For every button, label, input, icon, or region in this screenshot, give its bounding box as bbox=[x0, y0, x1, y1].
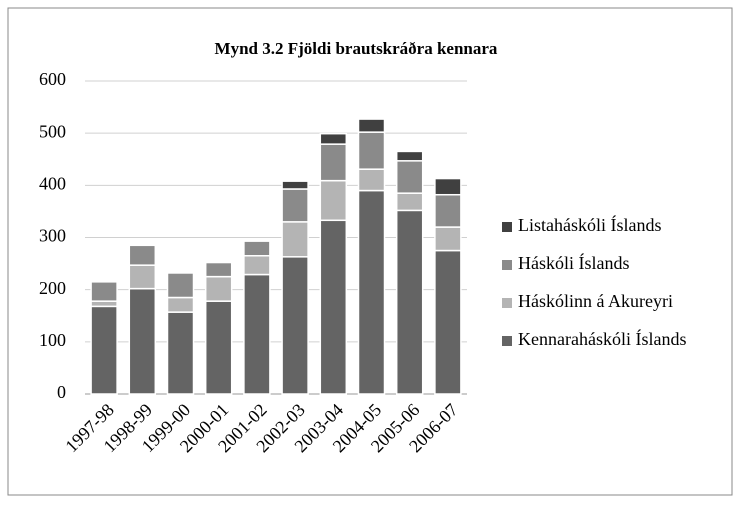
legend-swatch bbox=[502, 336, 512, 346]
bar-segment bbox=[166, 296, 195, 313]
legend-label: Kennaraháskóli Íslands bbox=[518, 328, 686, 349]
bar-segment bbox=[434, 193, 462, 228]
bar-segment bbox=[357, 168, 386, 192]
bar-segment bbox=[357, 131, 386, 170]
bar-segment bbox=[281, 221, 309, 258]
legend-label: Háskólinn á Akureyri bbox=[518, 291, 673, 311]
y-tick-label: 200 bbox=[39, 278, 66, 298]
y-tick-label: 300 bbox=[39, 226, 66, 246]
bar-segment bbox=[281, 180, 309, 190]
bar-segment bbox=[90, 281, 118, 302]
bar-segment bbox=[434, 177, 462, 196]
bar-segment bbox=[166, 311, 195, 395]
bar-segment bbox=[128, 287, 157, 395]
legend-swatch bbox=[502, 298, 512, 308]
bar-segment bbox=[128, 264, 157, 290]
bar-segment bbox=[90, 300, 118, 308]
bar-segment bbox=[243, 240, 271, 257]
bar-segment bbox=[243, 273, 271, 395]
legend-swatch bbox=[502, 222, 512, 232]
bar-segment bbox=[281, 256, 309, 395]
legend-label: Listaháskóli Íslands bbox=[518, 214, 661, 235]
bar-segment bbox=[281, 188, 309, 223]
bar-segment bbox=[434, 226, 462, 252]
y-tick-label: 500 bbox=[39, 121, 66, 141]
bar-segment bbox=[166, 272, 195, 299]
bar-segment bbox=[204, 261, 233, 278]
bar-segment bbox=[395, 209, 424, 395]
bar-segment bbox=[395, 192, 424, 212]
bar-segment bbox=[128, 244, 157, 266]
chart-title: Mynd 3.2 Fjöldi brautskráðra kennara bbox=[215, 39, 498, 58]
bar-segment bbox=[243, 255, 271, 276]
bar-segment bbox=[395, 160, 424, 194]
bar-segment bbox=[204, 300, 233, 395]
bar-segment bbox=[357, 189, 386, 395]
y-tick-label: 600 bbox=[39, 69, 66, 89]
legend-swatch bbox=[502, 260, 512, 270]
bar-segment bbox=[434, 249, 462, 395]
bar-segment bbox=[90, 305, 118, 395]
legend-label: Háskóli Íslands bbox=[518, 252, 630, 273]
y-tick-label: 0 bbox=[57, 382, 66, 402]
bar-segment bbox=[357, 118, 386, 133]
bar-segment bbox=[319, 179, 348, 222]
bar-segment bbox=[319, 132, 348, 145]
bar-segment bbox=[204, 275, 233, 302]
bar-segment bbox=[395, 150, 424, 162]
y-tick-label: 400 bbox=[39, 173, 66, 193]
bar-segment bbox=[319, 219, 348, 395]
y-tick-label: 100 bbox=[39, 330, 66, 350]
bar-segment bbox=[319, 143, 348, 182]
